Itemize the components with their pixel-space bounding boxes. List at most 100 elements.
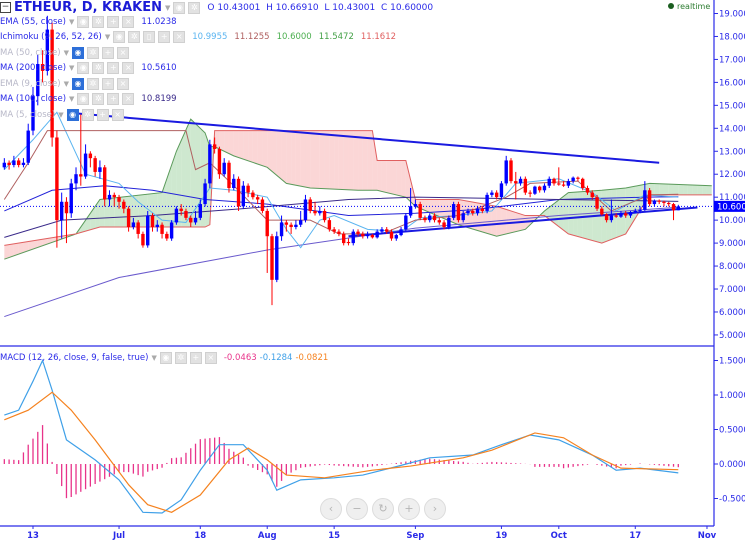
candle-body <box>614 215 618 217</box>
plus-icon[interactable]: + <box>107 62 120 74</box>
eye-icon[interactable]: ◉ <box>72 46 84 59</box>
cloud-segment <box>114 197 120 228</box>
candle-body <box>585 187 590 193</box>
macd-legend-name[interactable]: MACD (12, 26, close, 9, false, true) <box>0 352 149 363</box>
zoom-out-button[interactable]: − <box>346 498 368 520</box>
chevron-down-icon[interactable]: ▼ <box>104 33 111 41</box>
gear-icon[interactable]: ✲ <box>92 93 105 105</box>
cloud-segment <box>678 184 684 195</box>
chevron-down-icon[interactable]: ▼ <box>63 48 69 57</box>
chevron-down-icon[interactable]: ▼ <box>68 17 75 26</box>
cloud-segment <box>659 183 664 195</box>
price-tick-label: 9.0000 <box>719 239 745 249</box>
indicator-name[interactable]: MA (100, close) <box>0 94 67 104</box>
cloud-segment <box>319 130 325 189</box>
eye-icon[interactable]: ◉ <box>77 62 90 74</box>
close-icon[interactable]: × <box>204 351 217 364</box>
plus-icon[interactable]: + <box>101 77 114 90</box>
gear-icon[interactable]: ✲ <box>174 351 187 364</box>
indicator-name[interactable]: MA (5, close) <box>0 109 56 120</box>
gear-icon[interactable]: ✲ <box>92 62 105 74</box>
eye-icon[interactable]: ◉ <box>173 1 186 14</box>
plus-icon[interactable]: + <box>107 15 120 28</box>
gear-icon[interactable]: ✲ <box>188 1 201 14</box>
indicator-name[interactable]: Ichimoku (9, 26, 52, 26) <box>0 32 102 42</box>
gear-icon[interactable]: ✲ <box>128 31 141 43</box>
eye-icon[interactable]: ◉ <box>159 351 172 364</box>
chevron-down-icon[interactable]: ▼ <box>58 110 64 119</box>
candle <box>337 229 341 237</box>
candle <box>351 229 355 246</box>
svg-text:10.6000: 10.6000 <box>717 202 745 212</box>
price-tick-label: 14.0000 <box>719 124 745 134</box>
candle <box>294 220 298 230</box>
close-icon[interactable]: × <box>111 108 124 121</box>
close-icon[interactable]: × <box>122 93 135 105</box>
plus-icon[interactable]: + <box>158 31 171 43</box>
chevron-down-icon[interactable]: ▼ <box>63 79 69 88</box>
cloud-segment <box>171 151 177 228</box>
chevron-down-icon[interactable]: ▼ <box>165 3 171 12</box>
plus-icon[interactable]: + <box>102 46 114 59</box>
cloud-segment <box>305 130 311 188</box>
candle <box>657 199 661 205</box>
zoom-in-button[interactable]: + <box>398 498 420 520</box>
chevron-left-button[interactable]: ‹ <box>320 498 342 520</box>
plus-icon[interactable]: + <box>96 108 109 121</box>
close-icon[interactable]: × <box>122 15 135 28</box>
plus-icon[interactable]: + <box>107 93 120 105</box>
candle <box>370 233 375 239</box>
cloud-segment <box>358 130 363 191</box>
reset-button[interactable]: ↻ <box>372 498 394 520</box>
candle <box>198 199 202 221</box>
candle <box>98 160 102 179</box>
gear-icon[interactable]: ✲ <box>87 46 99 59</box>
eye-icon[interactable]: ◉ <box>66 108 79 121</box>
candle <box>88 151 93 168</box>
cloud-segment <box>157 192 163 228</box>
gear-icon[interactable]: ✲ <box>86 77 99 90</box>
candle-body <box>208 144 212 184</box>
cloud-segment <box>444 199 449 221</box>
eye-icon[interactable]: ◉ <box>77 93 90 105</box>
chevron-right-button[interactable]: › <box>424 498 446 520</box>
candle-body <box>55 137 59 221</box>
candle-body <box>346 241 351 244</box>
eye-icon[interactable]: ◉ <box>113 31 126 43</box>
eye-icon[interactable]: ◉ <box>77 15 90 28</box>
close-icon[interactable]: × <box>122 62 135 74</box>
candle <box>7 160 11 170</box>
chevron-down-icon[interactable]: ▼ <box>69 95 75 103</box>
close-icon[interactable]: × <box>117 46 129 59</box>
symbol-legend: − ETHEUR, D, KRAKEN ▼ ◉ ✲ O 10.43001 H 10… <box>0 0 433 15</box>
cloud-segment <box>228 130 234 156</box>
candle-body <box>600 208 604 215</box>
indicator-name[interactable]: EMA (9, close) <box>0 78 61 89</box>
indicator-name[interactable]: MA (50, close) <box>0 47 61 58</box>
indicator-name[interactable]: MA (200, close) <box>0 63 67 73</box>
cloud-segment <box>329 130 335 190</box>
chevron-down-icon[interactable]: ▼ <box>151 353 157 362</box>
candle <box>413 199 418 209</box>
candle-body <box>662 201 666 203</box>
cloud-segment <box>233 130 239 158</box>
candle-body <box>16 160 21 166</box>
collapse-icon[interactable]: − <box>0 2 11 13</box>
candle <box>203 178 207 207</box>
trendline-support <box>348 206 698 238</box>
close-icon[interactable]: × <box>116 77 129 90</box>
gear-icon[interactable]: ✲ <box>81 108 94 121</box>
candle <box>566 178 571 188</box>
source-icon[interactable]: ▯ <box>143 31 156 43</box>
plus-icon[interactable]: + <box>189 351 202 364</box>
indicator-name[interactable]: EMA (55, close) <box>0 16 66 27</box>
candle <box>461 210 465 223</box>
candle-body <box>342 233 346 244</box>
cloud-segment <box>252 130 258 165</box>
symbol-title[interactable]: ETHEUR, D, KRAKEN <box>14 0 163 15</box>
eye-icon[interactable]: ◉ <box>71 77 84 90</box>
gear-icon[interactable]: ✲ <box>92 15 105 28</box>
close-icon[interactable]: × <box>173 31 186 43</box>
chevron-down-icon[interactable]: ▼ <box>69 64 75 72</box>
